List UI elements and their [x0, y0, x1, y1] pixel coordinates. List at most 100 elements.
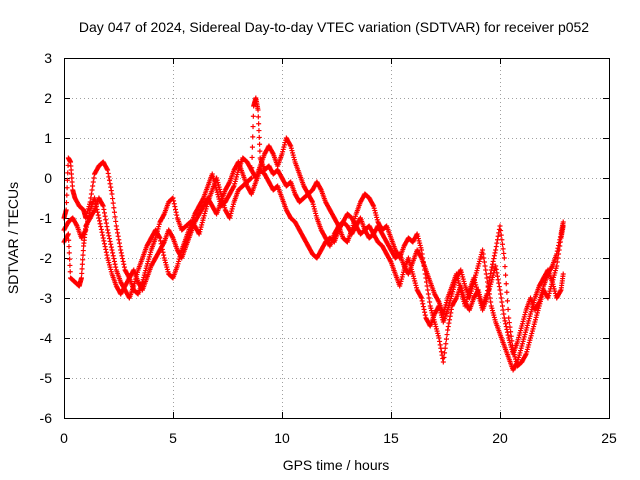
data-point — [435, 330, 441, 336]
data-point — [148, 249, 154, 255]
data-point — [553, 265, 559, 271]
data-point — [490, 308, 496, 314]
data-point — [432, 321, 438, 327]
data-point — [482, 263, 488, 269]
data-point — [442, 345, 448, 351]
data-point — [108, 188, 114, 194]
data-point — [503, 272, 509, 278]
data-point — [527, 313, 533, 319]
data-point — [200, 217, 206, 223]
data-point — [146, 256, 152, 262]
data-point — [398, 278, 404, 284]
data-point — [106, 174, 112, 180]
data-point — [173, 209, 179, 215]
data-point — [399, 274, 405, 280]
data-point — [560, 271, 566, 277]
data-point — [499, 241, 505, 247]
data-point — [421, 306, 427, 312]
data-point — [516, 334, 522, 340]
data-point — [552, 288, 558, 294]
data-point — [227, 213, 233, 219]
data-point — [400, 272, 406, 278]
data-point — [554, 251, 560, 257]
data-point — [399, 276, 405, 282]
data-point — [311, 204, 317, 210]
data-point — [112, 214, 118, 220]
data-point — [546, 293, 552, 299]
data-point — [105, 230, 111, 236]
data-point — [202, 208, 208, 214]
data-point — [480, 251, 486, 257]
data-point — [555, 245, 561, 251]
data-point — [518, 345, 524, 351]
data-point — [425, 291, 431, 297]
y-tick-label: -6 — [40, 410, 53, 426]
data-point — [102, 244, 108, 250]
data-point — [110, 253, 116, 259]
data-point — [436, 335, 442, 341]
data-point — [420, 304, 426, 310]
data-point — [107, 181, 113, 187]
data-point — [90, 179, 96, 185]
data-point — [464, 296, 470, 302]
data-point — [93, 201, 99, 207]
data-point — [533, 314, 539, 320]
data-point — [523, 351, 529, 357]
data-point — [443, 302, 449, 308]
data-point — [106, 177, 112, 183]
data-point — [120, 256, 126, 262]
data-point — [521, 334, 527, 340]
data-point — [234, 172, 240, 178]
data-point — [111, 256, 117, 262]
data-point — [529, 328, 535, 334]
data-point — [518, 348, 524, 354]
data-point — [85, 218, 91, 224]
data-point — [483, 267, 489, 273]
data-point — [538, 292, 544, 298]
data-point — [534, 312, 540, 318]
data-point — [519, 341, 525, 347]
data-point — [80, 257, 86, 263]
data-point — [415, 233, 421, 239]
data-point — [518, 328, 524, 334]
x-axis-label: GPS time / hours — [283, 457, 390, 473]
data-point — [157, 235, 163, 241]
data-point — [164, 264, 170, 270]
data-point — [483, 271, 489, 277]
data-point — [88, 191, 94, 197]
data-point — [521, 314, 527, 320]
data-point — [116, 237, 122, 243]
data-point — [255, 107, 261, 113]
data-point — [493, 244, 499, 250]
data-point — [79, 266, 85, 272]
data-point — [560, 219, 566, 225]
data-point — [473, 272, 479, 278]
data-point — [111, 205, 117, 211]
data-point — [257, 148, 263, 154]
data-point — [172, 206, 178, 212]
data-point — [491, 314, 497, 320]
data-point — [201, 213, 207, 219]
data-point — [551, 286, 557, 292]
data-point — [428, 308, 434, 314]
data-point — [215, 194, 221, 200]
data-point — [108, 244, 114, 250]
data-point — [526, 340, 532, 346]
data-point — [103, 249, 109, 255]
data-point — [153, 235, 159, 241]
data-point — [503, 324, 509, 330]
data-point — [458, 267, 464, 273]
data-point — [520, 338, 526, 344]
data-point — [475, 265, 481, 271]
data-point — [551, 284, 557, 290]
data-point — [504, 298, 510, 304]
data-point — [435, 333, 441, 339]
data-point — [212, 180, 218, 186]
data-point — [500, 307, 506, 313]
data-point — [83, 224, 89, 230]
data-point — [508, 342, 514, 348]
data-point — [397, 283, 403, 289]
data-point — [427, 299, 433, 305]
data-point — [165, 269, 171, 275]
x-tick-label: 20 — [492, 430, 508, 446]
